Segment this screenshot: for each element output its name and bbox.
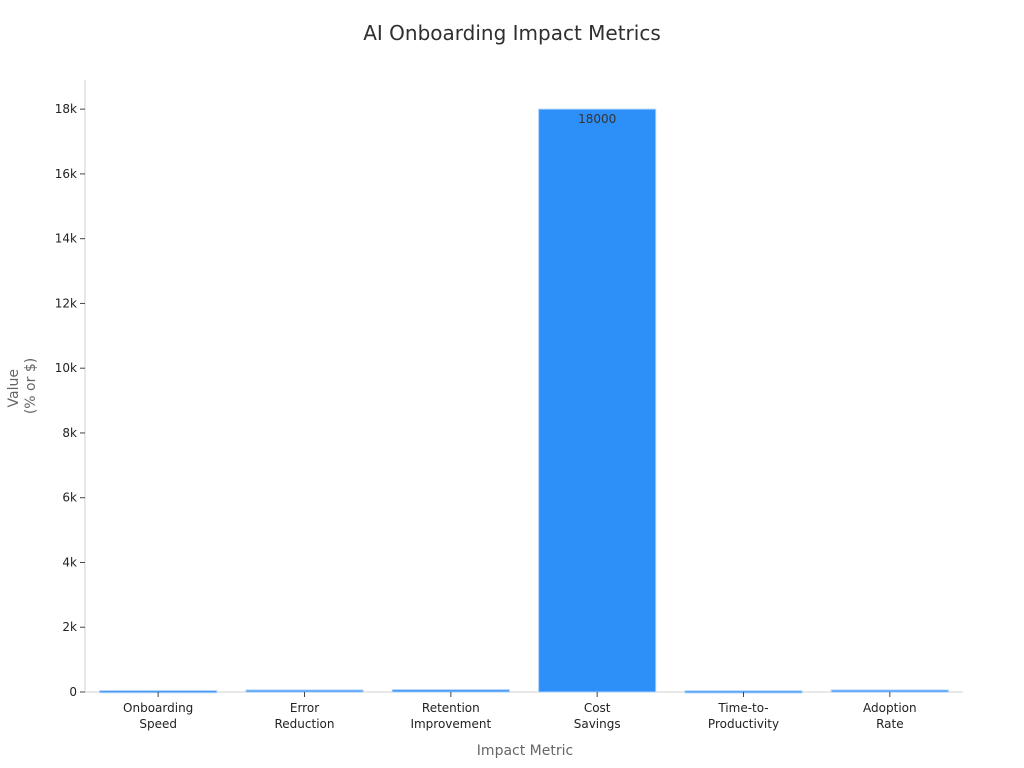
y-tick-label: 4k	[62, 555, 77, 569]
bar	[391, 689, 510, 693]
y-tick-label: 0	[69, 685, 77, 699]
x-tick-label: Error Reduction	[275, 701, 335, 731]
x-axis-ticks: Onboarding Speed Error Reduction Retention Im…	[123, 692, 917, 731]
x-tick-label-line: Speed	[139, 717, 177, 731]
y-tick-label: 16k	[55, 167, 77, 181]
bars-group: 18000	[99, 108, 949, 694]
x-tick-label-line: Error	[290, 701, 319, 715]
y-tick-label: 18k	[55, 102, 77, 116]
y-tick-label: 6k	[62, 491, 77, 505]
x-tick-label-line: Reduction	[275, 717, 335, 731]
y-tick-label: 12k	[55, 296, 77, 310]
y-tick-label: 2k	[62, 620, 77, 634]
x-tick-label: Cost Savings	[574, 701, 621, 731]
x-tick-label-line: Productivity	[708, 717, 779, 731]
y-axis-title-line-2: (% or $)	[23, 358, 39, 414]
bar	[830, 689, 949, 693]
y-axis-ticks: 0 2k 4k 6k 8k 10k 12k 14k 16k 18k	[55, 102, 85, 699]
chart-title: AI Onboarding Impact Metrics	[363, 21, 661, 45]
x-tick-label-line: Retention	[422, 701, 480, 715]
bar	[245, 689, 364, 693]
x-tick-label: Retention Improvement	[410, 701, 491, 731]
x-tick-label-line: Cost	[584, 701, 611, 715]
x-axis-title: Impact Metric	[477, 743, 573, 759]
y-axis-title-line-1: Value	[6, 369, 22, 407]
x-tick-label: Onboarding Speed	[123, 701, 193, 731]
x-tick-label-line: Adoption	[863, 701, 917, 715]
y-tick-label: 14k	[55, 232, 77, 246]
x-tick-label-line: Improvement	[410, 717, 491, 731]
x-tick-label-line: Time-to-	[717, 701, 768, 715]
y-tick-label: 10k	[55, 361, 77, 375]
bar	[538, 108, 657, 693]
x-tick-label-line: Onboarding	[123, 701, 193, 715]
x-tick-label: Time-to- Productivity	[708, 701, 779, 731]
y-axis-title: Value (% or $)	[6, 358, 39, 414]
x-tick-label-line: Savings	[574, 717, 621, 731]
bar-data-label: 18000	[578, 112, 616, 126]
y-tick-label: 8k	[62, 426, 77, 440]
x-tick-label: Adoption Rate	[863, 701, 917, 731]
x-tick-label-line: Rate	[876, 717, 904, 731]
